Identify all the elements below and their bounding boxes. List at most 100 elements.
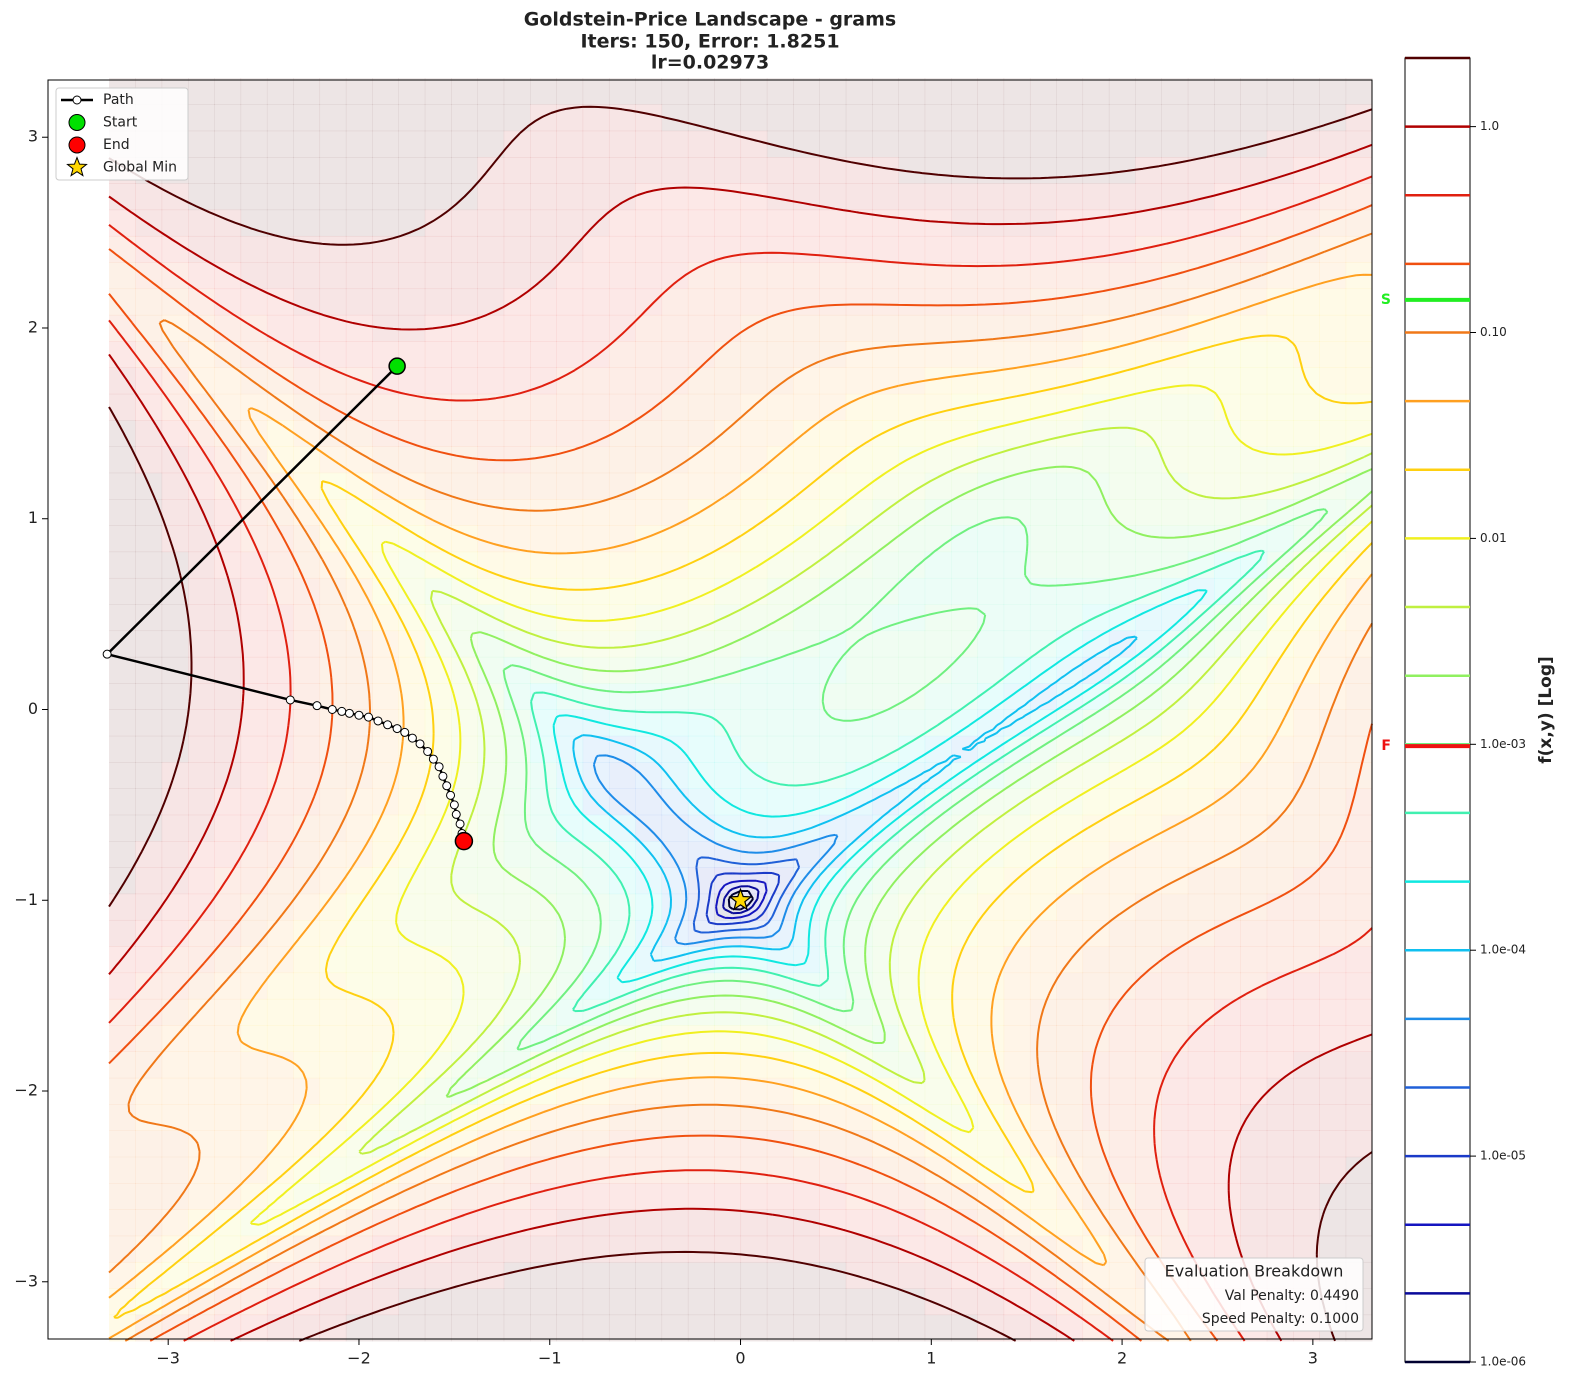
field-cell bbox=[161, 762, 189, 789]
colorbar-tick-label: 1.0e-03 bbox=[1480, 737, 1526, 751]
field-cell bbox=[1003, 577, 1031, 605]
field-cell bbox=[872, 446, 899, 474]
contour-line bbox=[552, 589, 1208, 984]
field-cell bbox=[793, 1183, 820, 1210]
field-cell bbox=[319, 788, 347, 816]
field-cell bbox=[1003, 630, 1031, 658]
field-cell bbox=[477, 1288, 505, 1316]
field-cell bbox=[451, 709, 478, 737]
field-cell bbox=[372, 735, 399, 763]
eval-frame bbox=[1144, 1257, 1364, 1332]
field-cell bbox=[1082, 499, 1110, 526]
field-cell bbox=[793, 1314, 820, 1342]
field-cell bbox=[372, 130, 399, 158]
field-cell bbox=[1214, 314, 1241, 342]
field-cell bbox=[451, 735, 478, 763]
field-cell bbox=[1003, 604, 1031, 632]
field-cell bbox=[424, 919, 452, 947]
field-cell bbox=[661, 841, 689, 868]
field-cell bbox=[582, 446, 610, 474]
field-cell bbox=[477, 341, 505, 368]
field-cell bbox=[924, 577, 952, 605]
field-cell bbox=[240, 183, 268, 211]
field-cell bbox=[924, 393, 952, 421]
field-cell bbox=[740, 1025, 768, 1053]
field-cell bbox=[1187, 946, 1215, 974]
field-cell bbox=[819, 1314, 847, 1342]
field-cell bbox=[503, 841, 531, 868]
field-cell bbox=[1082, 209, 1110, 237]
field-cell bbox=[266, 104, 294, 132]
field-cell bbox=[582, 893, 610, 921]
colorbar-label: f(x,y) [Log] bbox=[1536, 656, 1556, 764]
field-cell bbox=[266, 1051, 294, 1079]
title: Goldstein-Price Landscape - grams bbox=[524, 9, 897, 31]
field-cell bbox=[398, 262, 426, 290]
field-cell bbox=[793, 1156, 820, 1184]
field-cell bbox=[635, 1209, 663, 1237]
field-cell bbox=[214, 1025, 242, 1053]
legend-label: End bbox=[103, 137, 130, 153]
field-cell bbox=[714, 1077, 742, 1105]
field-cell bbox=[1135, 841, 1163, 868]
field-cell bbox=[293, 288, 321, 316]
field-cell bbox=[924, 1235, 952, 1263]
field-cell bbox=[530, 1209, 557, 1237]
field-cell bbox=[1161, 998, 1189, 1026]
field-cell bbox=[608, 841, 636, 868]
field-cell bbox=[1240, 420, 1268, 447]
field-cell bbox=[793, 367, 820, 395]
field-cell bbox=[1319, 1130, 1347, 1158]
field-cell bbox=[714, 314, 742, 342]
field-cell bbox=[740, 262, 768, 290]
path-point bbox=[455, 819, 465, 829]
field-cell bbox=[582, 946, 610, 974]
field-cell bbox=[345, 341, 373, 368]
field-cell bbox=[766, 1261, 794, 1289]
field-cell bbox=[608, 209, 636, 237]
eval-box: Evaluation Breakdown Val Penalty: 0.4490… bbox=[1144, 1257, 1364, 1332]
field-cell bbox=[872, 788, 899, 816]
field-cell bbox=[740, 998, 768, 1026]
field-cell bbox=[714, 104, 742, 132]
field-cell bbox=[819, 472, 847, 500]
field-cell bbox=[793, 1130, 820, 1158]
field-cell bbox=[687, 630, 715, 658]
field-cell bbox=[477, 525, 505, 553]
field-cell bbox=[424, 1077, 452, 1105]
field-cell bbox=[187, 604, 215, 632]
field-cell bbox=[714, 1209, 742, 1237]
field-cell bbox=[1108, 1235, 1136, 1263]
field-cell bbox=[845, 288, 873, 316]
path-point bbox=[449, 800, 459, 810]
field-cell bbox=[1161, 446, 1189, 474]
field-cell bbox=[1082, 262, 1110, 290]
field-cell bbox=[530, 919, 557, 947]
field-cell bbox=[608, 314, 636, 342]
field-cell bbox=[161, 499, 189, 526]
field-cell bbox=[608, 393, 636, 421]
field-cell bbox=[1240, 525, 1268, 553]
field-cell bbox=[1082, 157, 1110, 184]
field-cell bbox=[1345, 1209, 1373, 1237]
field-cell bbox=[1135, 946, 1163, 974]
field-cell bbox=[319, 157, 347, 184]
field-cell bbox=[240, 919, 268, 947]
field-cell bbox=[924, 1314, 952, 1342]
field-cell bbox=[556, 735, 584, 763]
field-cell bbox=[1029, 499, 1057, 526]
y-tick-label: 2 bbox=[28, 317, 38, 336]
field-cell bbox=[451, 919, 478, 947]
field-cell bbox=[1161, 709, 1189, 737]
field-cell bbox=[424, 420, 452, 447]
field-cell bbox=[109, 393, 136, 421]
end-marker bbox=[454, 831, 474, 851]
field-cell bbox=[1135, 788, 1163, 816]
field-cell bbox=[898, 577, 926, 605]
field-cell bbox=[1003, 893, 1031, 921]
field-cell bbox=[109, 841, 136, 868]
field-cell bbox=[135, 630, 163, 658]
field-cell bbox=[819, 1261, 847, 1289]
field-cell bbox=[766, 709, 794, 737]
field-cell bbox=[319, 735, 347, 763]
